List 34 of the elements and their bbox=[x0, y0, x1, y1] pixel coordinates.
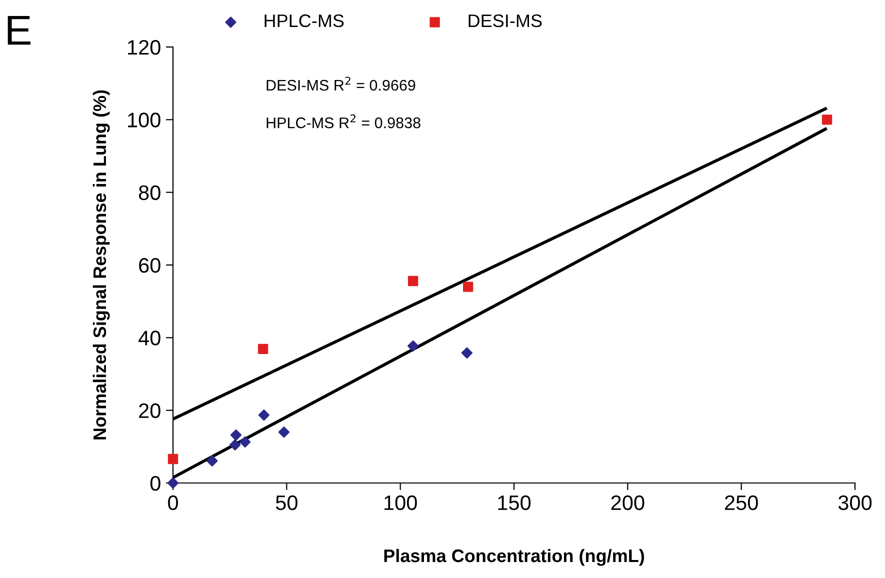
point bbox=[168, 454, 178, 464]
point bbox=[258, 344, 268, 354]
point bbox=[278, 426, 290, 438]
x-tick-label: 150 bbox=[498, 495, 531, 510]
y-tick-label: 120 bbox=[128, 40, 160, 55]
annotation: DESI-MS R$^{2}$ = 0.9669 bbox=[266, 76, 416, 91]
x-axis-title: Plasma Concentration (ng/mL) bbox=[384, 548, 644, 566]
y-axis-title: Normalized Signal Response in Lung (%) bbox=[92, 90, 110, 440]
y-tick-label: 0 bbox=[150, 476, 160, 491]
x-tick-label: 300 bbox=[838, 495, 872, 510]
point bbox=[258, 409, 270, 421]
point bbox=[462, 282, 474, 292]
y-tick-label: 60 bbox=[139, 258, 160, 273]
point bbox=[230, 429, 242, 441]
x-tick-label: 50 bbox=[276, 495, 298, 510]
point bbox=[206, 455, 218, 466]
text: E bbox=[8, 16, 30, 45]
point bbox=[229, 439, 241, 450]
point bbox=[461, 347, 473, 359]
y-tick-label: 20 bbox=[139, 403, 160, 418]
x-tick-label: 100 bbox=[384, 495, 417, 510]
annotation: HPLC-MS R$^{2}$ = 0.9838 bbox=[266, 114, 420, 128]
y-tick-label: 80 bbox=[138, 185, 160, 200]
x-tick-label: 200 bbox=[611, 495, 644, 510]
y-tick-label: 40 bbox=[138, 330, 160, 346]
point bbox=[822, 114, 832, 125]
point bbox=[407, 340, 419, 352]
legend-label: HPLC-MS bbox=[264, 14, 344, 28]
point bbox=[408, 276, 418, 286]
legend-label: DESI-MS bbox=[468, 14, 542, 28]
x-tick-label: 0 bbox=[168, 495, 178, 510]
y-tick-label: 100 bbox=[128, 112, 160, 128]
point bbox=[239, 436, 251, 448]
x-tick-label: 250 bbox=[725, 495, 758, 510]
